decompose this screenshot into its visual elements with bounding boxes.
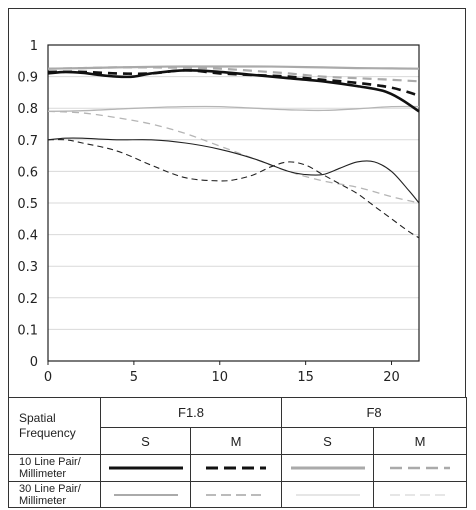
series-line-f18-30-s — [47, 137, 420, 204]
row-10-lp-label: 10 Line Pair/ Millimeter — [8, 454, 101, 482]
x-tick-label: 10 — [211, 370, 228, 385]
series-line-f18-10-m — [47, 69, 420, 97]
legend-sample-f8-10-m — [373, 454, 468, 482]
chart-ticks: 00.10.20.30.40.50.60.70.80.910 5 10 15 20 — [17, 39, 399, 385]
mtf-chart: 00.10.20.30.40.50.60.70.80.910 5 10 15 20 — [17, 39, 420, 385]
row-30-lp-label: 30 Line Pair/ Millimeter — [8, 481, 101, 508]
chart-grid — [48, 76, 419, 330]
series-line-f8-10-m — [47, 66, 420, 83]
y-tick-label: 0.7 — [17, 134, 38, 149]
y-tick-label: 0.5 — [17, 197, 38, 212]
series-line-f8-30-m — [47, 110, 420, 204]
spatial-frequency-header: Spatial Frequency — [8, 397, 101, 455]
y-tick-label: 0.2 — [17, 292, 38, 307]
legend-sample-f8-10-s — [281, 454, 375, 482]
aperture-f8-header: F8 — [281, 397, 468, 428]
legend-sample-f18-30-m — [189, 481, 283, 508]
col-f8-s: S — [281, 427, 375, 455]
y-tick-label: 1 — [30, 39, 38, 54]
legend-sample-f18-10-s — [100, 454, 191, 482]
col-f1-8-m: M — [189, 427, 283, 455]
y-tick-label: 0 — [30, 355, 38, 370]
col-f1-8-s: S — [100, 427, 191, 455]
x-tick-label: 5 — [130, 370, 138, 385]
y-tick-label: 0.9 — [17, 71, 38, 86]
legend-sample-f18-10-m — [189, 454, 283, 482]
legend-sample-f8-30-s — [281, 481, 375, 508]
y-tick-label: 0.3 — [17, 260, 38, 275]
aperture-f1-8-header: F1.8 — [99, 397, 283, 428]
y-tick-label: 0.8 — [17, 102, 38, 117]
y-tick-label: 0.1 — [17, 323, 38, 338]
y-tick-label: 0.6 — [17, 165, 38, 180]
series-line-f8-10-s — [47, 65, 420, 70]
legend-sample-f8-30-m — [373, 481, 468, 508]
chart-series — [47, 65, 420, 239]
y-tick-label: 0.4 — [17, 229, 38, 244]
x-tick-label: 15 — [297, 370, 314, 385]
x-tick-label: 0 — [44, 370, 52, 385]
series-line-f18-30-m — [47, 139, 420, 239]
series-line-f8-30-s — [47, 105, 420, 113]
x-tick-label: 20 — [383, 370, 400, 385]
col-f8-m: M — [373, 427, 468, 455]
legend-table: Spatial Frequency F1.8 F8 S M S M 10 Lin… — [8, 397, 468, 508]
legend-sample-f18-30-s — [100, 481, 191, 508]
